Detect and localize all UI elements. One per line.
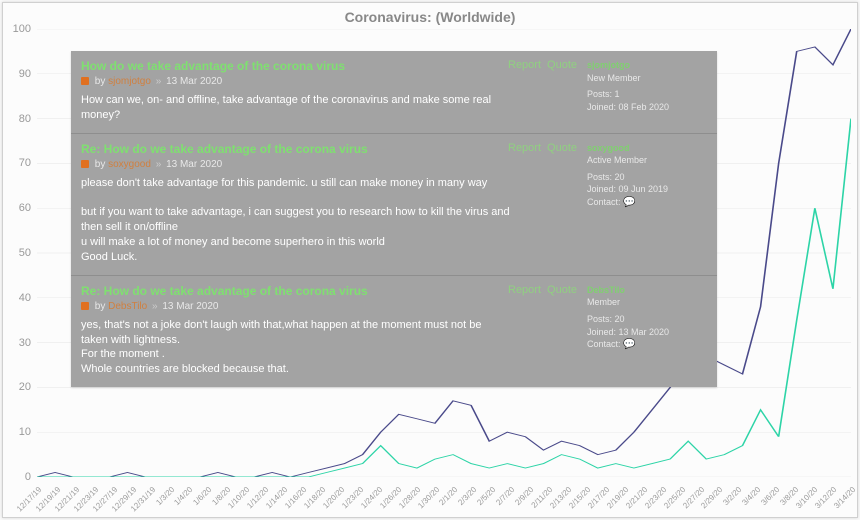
post-actions: Report Quote [502,284,577,296]
userbox-joined: Joined: 08 Feb 2020 [587,101,707,114]
userbox-joined: Joined: 13 Mar 2020 [587,326,707,339]
post-date: 13 Mar 2020 [166,76,222,87]
speech-bubble-icon[interactable]: 💬 [623,196,635,210]
userbox-posts: Posts: 20 [587,313,707,326]
quote-link[interactable]: Quote [547,59,577,71]
post-author[interactable]: soxygood [108,159,151,170]
report-link[interactable]: Report [508,142,541,154]
x-tick-label: 2/5/20 [476,485,498,507]
userbox-posts: Posts: 1 [587,88,707,101]
userbox-contact: Contact: 💬 [587,338,707,352]
x-tick-label: 2/1/20 [438,485,460,507]
userbox-name[interactable]: DebsTilo [587,284,707,297]
new-post-icon [81,160,89,168]
post-author[interactable]: DebsTilo [108,301,147,312]
y-tick-label: 50 [19,247,31,259]
report-link[interactable]: Report [508,59,541,71]
x-tick-label: 1/6/20 [192,485,214,507]
x-tick-label: 3/2/20 [722,485,744,507]
y-tick-label: 0 [25,471,31,483]
x-tick-label: 1/3/20 [154,485,176,507]
x-tick-label: 3/4/20 [741,485,763,507]
y-tick-label: 100 [13,23,31,35]
post-title[interactable]: Re: How do we take advantage of the coro… [81,284,511,298]
y-tick-label: 70 [19,157,31,169]
userbox-rank: Member [587,296,707,309]
post-byline: by sjomjotgo » 13 Mar 2020 [81,76,511,87]
quote-link[interactable]: Quote [547,284,577,296]
post-title[interactable]: How do we take advantage of the corona v… [81,59,511,73]
post-userbox: DebsTiloMember Posts: 20Joined: 13 Mar 20… [587,284,707,352]
post-date: 13 Mar 2020 [166,159,222,170]
new-post-icon [81,302,89,310]
forum-post: Re: How do we take advantage of the coro… [71,134,717,276]
y-tick-label: 40 [19,292,31,304]
post-actions: Report Quote [502,142,577,154]
y-tick-label: 60 [19,202,31,214]
forum-overlay: How do we take advantage of the corona v… [71,51,717,387]
forum-post: Re: How do we take advantage of the coro… [71,276,717,387]
post-actions: Report Quote [502,59,577,71]
x-tick-label: 1/4/20 [173,485,195,507]
post-author[interactable]: sjomjotgo [108,76,151,87]
x-tick-label: 2/7/20 [495,485,517,507]
y-tick-label: 30 [19,337,31,349]
x-axis-labels: 12/17/1912/19/1912/21/1912/23/1912/27/19… [37,479,851,517]
report-link[interactable]: Report [508,284,541,296]
userbox-contact: Contact: 💬 [587,196,707,210]
post-userbox: soxygoodActive Member Posts: 20Joined: 09… [587,142,707,210]
userbox-name[interactable]: soxygood [587,142,707,155]
post-body: yes, that's not a joke don't laugh with … [81,318,511,377]
post-body: please don't take advantage for this pan… [81,176,511,265]
userbox-posts: Posts: 20 [587,171,707,184]
post-title[interactable]: Re: How do we take advantage of the coro… [81,142,511,156]
userbox-joined: Joined: 09 Jun 2019 [587,183,707,196]
post-userbox: sjomjotgoNew Member Posts: 1Joined: 08 Fe… [587,59,707,113]
post-byline: by DebsTilo » 13 Mar 2020 [81,301,511,312]
y-tick-label: 20 [19,381,31,393]
chart-title: Coronavirus: (Worldwide) [3,3,857,27]
y-tick-label: 80 [19,113,31,125]
post-byline: by soxygood » 13 Mar 2020 [81,159,511,170]
userbox-rank: Active Member [587,154,707,167]
quote-link[interactable]: Quote [547,142,577,154]
x-tick-label: 2/3/20 [457,485,479,507]
forum-post: How do we take advantage of the corona v… [71,51,717,134]
userbox-name[interactable]: sjomjotgo [587,59,707,72]
post-body: How can we, on- and offline, take advant… [81,93,511,123]
userbox-rank: New Member [587,72,707,85]
post-date: 13 Mar 2020 [162,301,218,312]
y-tick-label: 90 [19,68,31,80]
speech-bubble-icon[interactable]: 💬 [623,338,635,352]
new-post-icon [81,77,89,85]
y-tick-label: 10 [19,426,31,438]
y-axis-labels: 0102030405060708090100 [3,29,33,477]
chart-frame: Coronavirus: (Worldwide) 0 10 20 30 40 50 60 70… [2,2,858,518]
x-tick-label: 3/6/20 [760,485,782,507]
